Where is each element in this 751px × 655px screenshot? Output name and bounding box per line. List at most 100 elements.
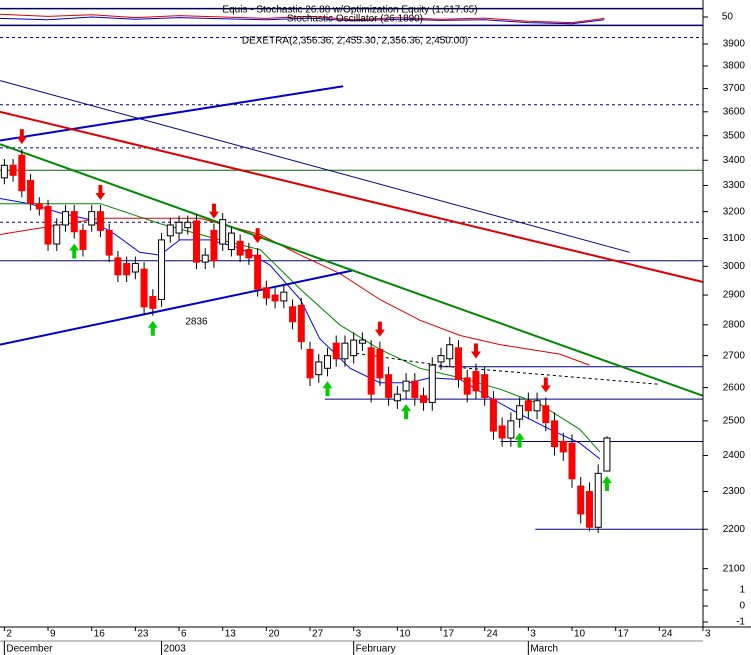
candle-body (262, 287, 270, 299)
candle-body (88, 211, 96, 226)
y-tick-label: 3900 (723, 39, 746, 50)
candle-body (533, 400, 541, 412)
y-tick-label: 3100 (723, 233, 746, 244)
x-tick-label: 9 (50, 629, 56, 640)
candle-body (131, 263, 139, 273)
candle-body (568, 442, 576, 480)
candle-body (524, 400, 532, 412)
candle-body (481, 374, 489, 398)
y-tick-label: 2400 (723, 450, 746, 461)
candle-body (0, 164, 8, 179)
candle-body (559, 440, 567, 453)
candle-body (149, 296, 157, 309)
y-tick-label: 2900 (723, 290, 746, 301)
x-tick-label: 3 (705, 629, 711, 640)
sell-signal (374, 321, 385, 337)
chart-title: Equis - Stochastic 26.88 w/Optimization … (222, 5, 477, 16)
candle-body (306, 348, 314, 379)
low-annotation: 2836 (185, 317, 208, 328)
candle-body (140, 268, 148, 308)
y-tick-label: 3500 (723, 130, 746, 141)
x-tick-label: 3 (530, 629, 536, 640)
candle-body (463, 377, 471, 395)
candle-body (350, 339, 358, 357)
y-tick-label: 2300 (723, 486, 746, 497)
x-tick-label: 10 (399, 629, 411, 640)
x-tick-label: 23 (137, 629, 149, 640)
candle-body (393, 393, 401, 402)
candle-body (96, 211, 104, 231)
candle-body (332, 342, 340, 360)
moving-average (0, 198, 601, 460)
x-tick-label: 17 (618, 629, 630, 640)
candle-body (18, 154, 26, 192)
candle-body (236, 240, 244, 256)
x-tick-label: 16 (94, 629, 106, 640)
y-tick-label: 50 (722, 12, 734, 23)
buy-signal (601, 476, 612, 492)
candle-body (472, 370, 480, 392)
candle-body (516, 405, 524, 420)
candle-body (105, 229, 113, 256)
x-tick-label: 3 (356, 629, 362, 640)
y-tick-label: 2600 (723, 382, 746, 393)
buy-signal (322, 381, 333, 397)
y-tick-label: 0 (739, 601, 745, 612)
x-tick-label: 17 (443, 629, 455, 640)
candle-body (245, 249, 253, 259)
y-tick-label: 3200 (723, 206, 746, 217)
candle-body (9, 164, 17, 176)
candle-body (210, 229, 218, 262)
x-tick-label: 24 (487, 629, 499, 640)
candle-body (446, 344, 454, 360)
sell-signal (95, 185, 106, 201)
sell-signal (252, 228, 263, 244)
buy-signal (69, 243, 80, 259)
sell-signal (208, 203, 219, 219)
x-tick-label: 10 (574, 629, 586, 640)
y-tick-label: 3600 (723, 106, 746, 117)
candle-body (420, 395, 428, 403)
month-label: February (356, 644, 396, 655)
candle-body (551, 420, 559, 448)
y-tick-label: 3400 (723, 155, 746, 166)
trendline (0, 143, 704, 397)
sell-signal (16, 129, 27, 145)
candle-body (454, 347, 462, 381)
plot-area: 2836 (0, 7, 704, 534)
candle-body (44, 205, 52, 245)
y-tick-label: 1 (739, 585, 745, 596)
stochastic-line (0, 16, 605, 25)
x-tick-label: 2 (6, 629, 12, 640)
moving-average (350, 352, 661, 385)
y-tick-label: 3300 (723, 180, 746, 191)
y-tick-label: 2500 (723, 416, 746, 427)
candle-body (507, 420, 515, 439)
x-tick-label: 6 (181, 629, 187, 640)
candle-body (27, 179, 35, 205)
candle-body (114, 257, 122, 276)
x-tick-label: 27 (312, 629, 324, 640)
candle-body (184, 221, 192, 229)
stochastic-line (0, 13, 605, 24)
candle-body (227, 232, 235, 251)
moving-average (0, 80, 630, 253)
candle-body (175, 221, 183, 234)
candle-body (271, 294, 279, 302)
candle-body (280, 291, 288, 302)
y-tick-label: 2100 (723, 563, 746, 574)
candle-body (341, 342, 349, 360)
sell-signal (470, 343, 481, 359)
candle-body (35, 203, 43, 210)
candle-body (323, 355, 331, 369)
x-tick-label: 24 (661, 629, 673, 640)
candle-body (158, 239, 166, 300)
sell-signal (540, 377, 551, 393)
candle-body (489, 398, 497, 432)
candle-body (367, 347, 375, 395)
candle-body (585, 491, 593, 528)
candle-body (219, 219, 227, 245)
month-label: 2003 (164, 644, 187, 655)
